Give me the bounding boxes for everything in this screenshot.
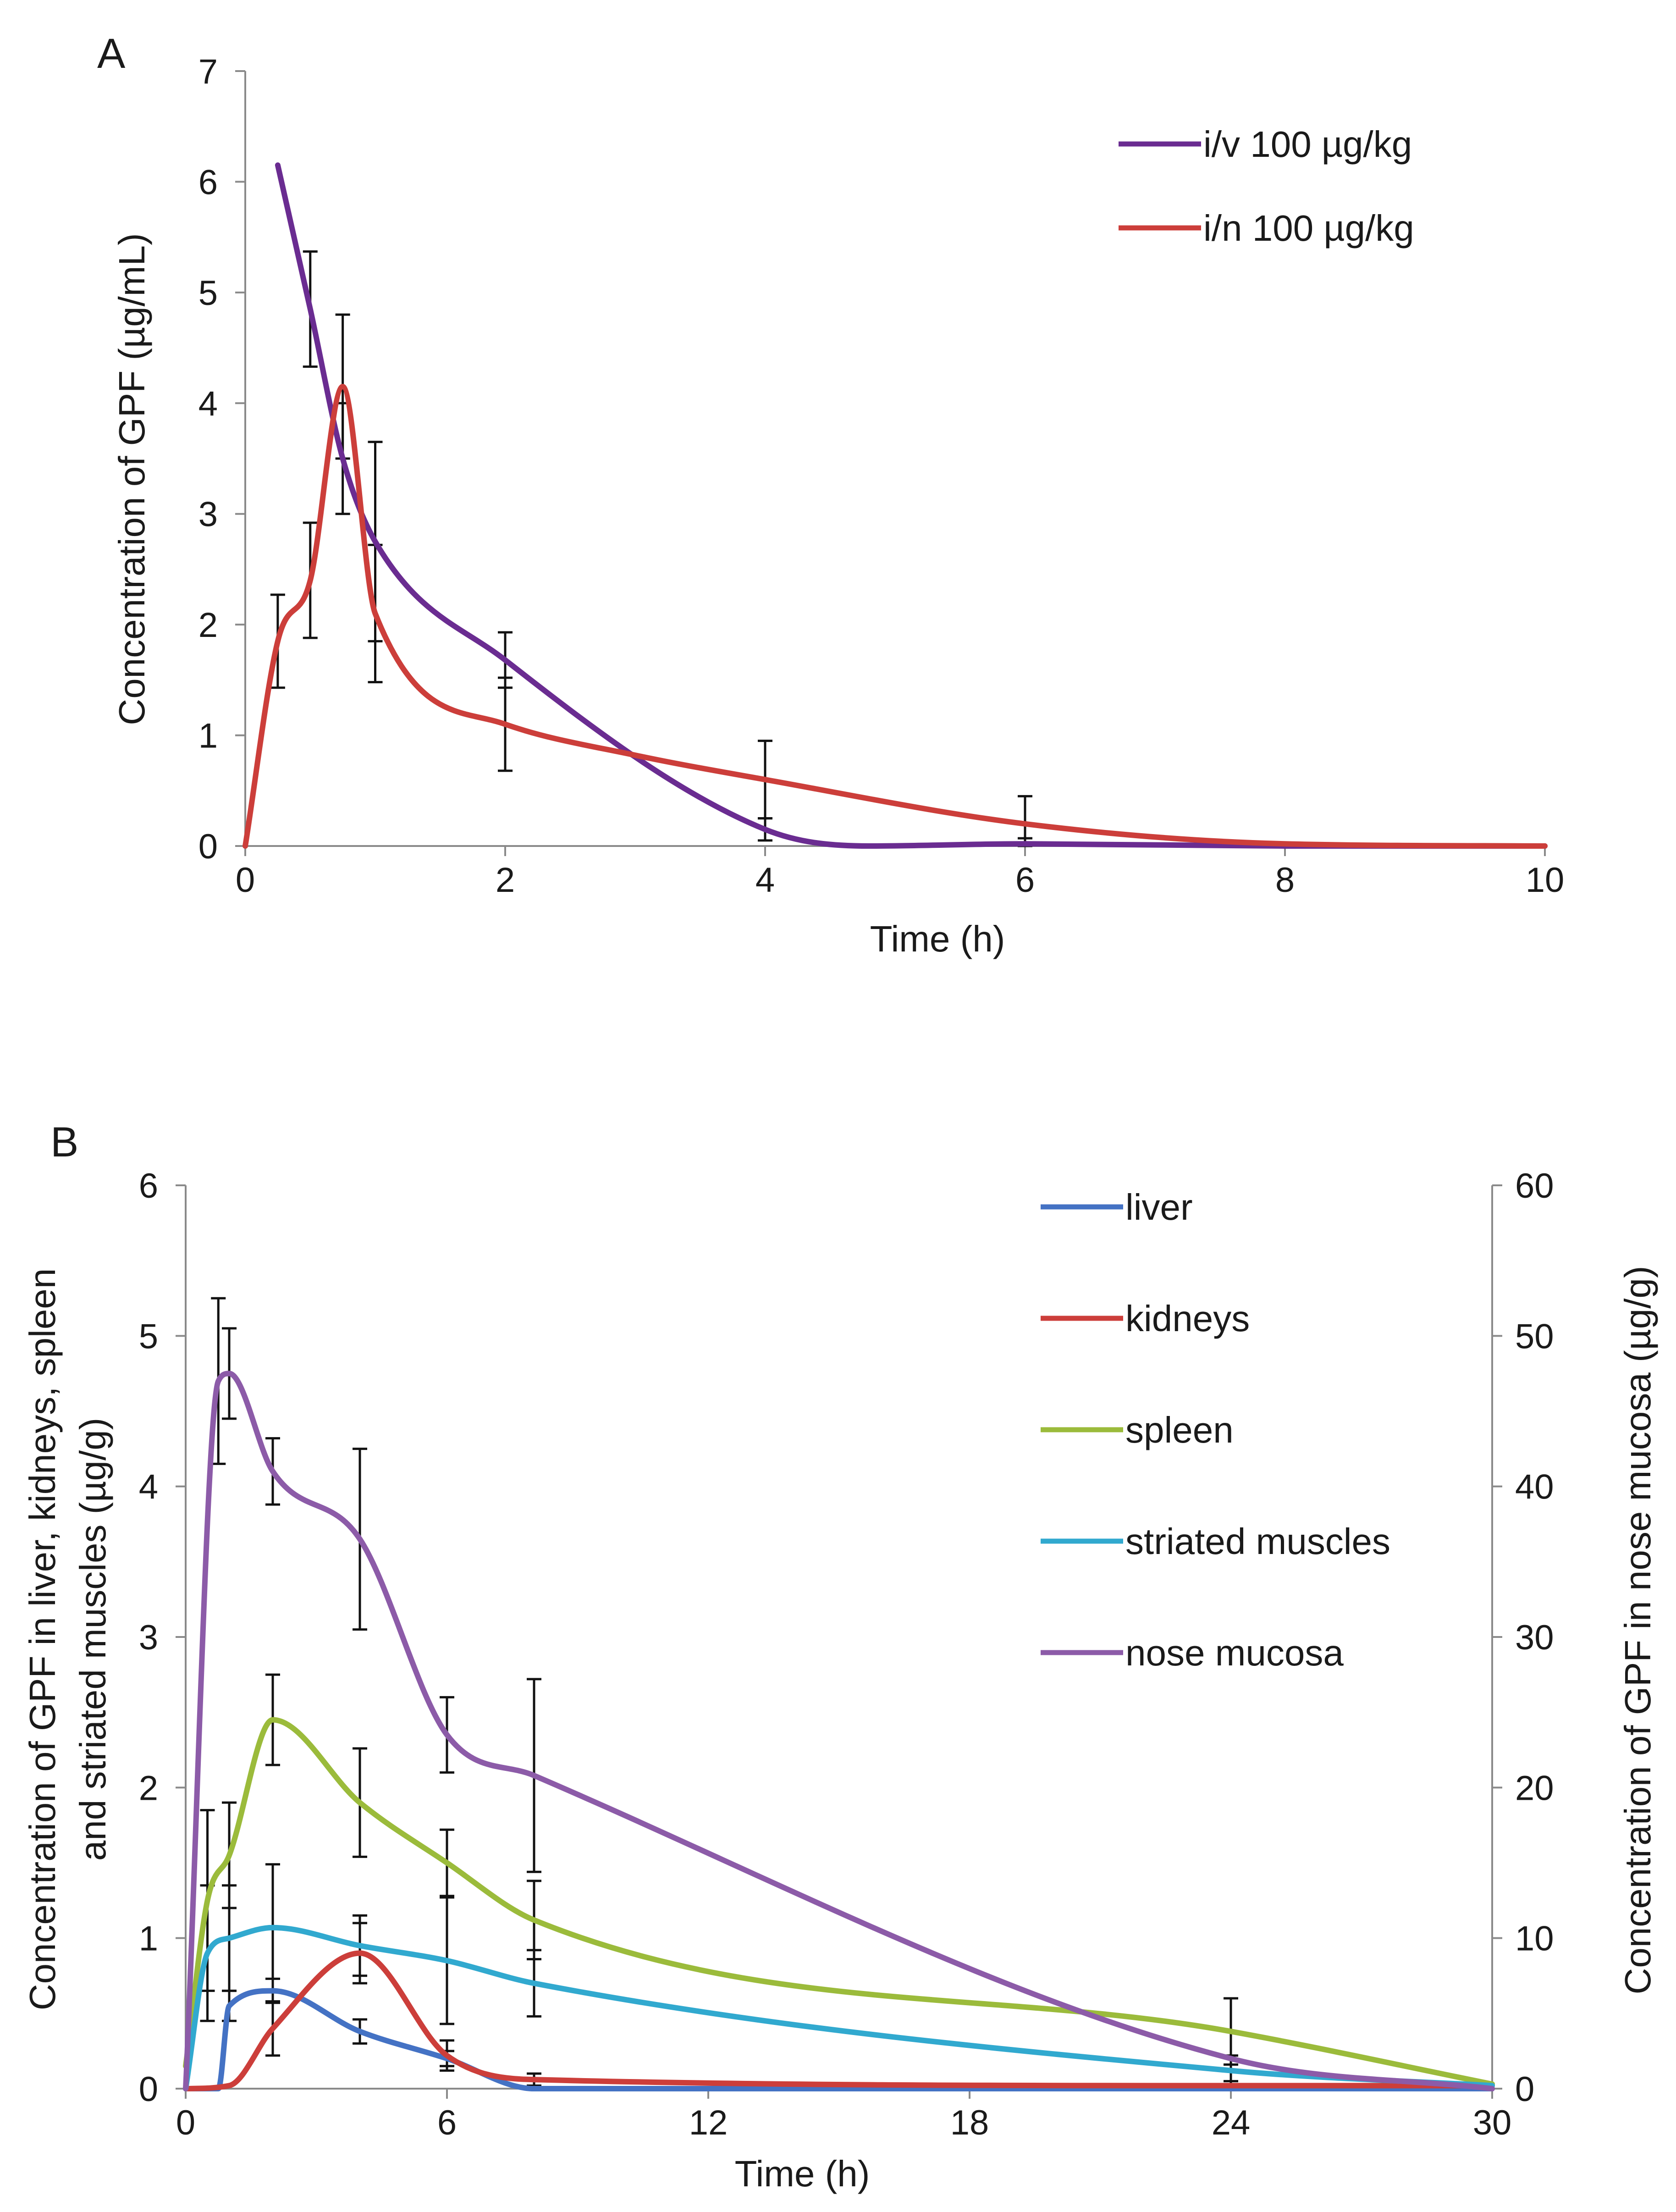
x-tick-label-10: 10	[1526, 861, 1565, 900]
y-tick-label-0: 0	[198, 827, 218, 866]
x-tick-label-24: 24	[1212, 2103, 1251, 2142]
y2-tick-label-40: 40	[1515, 1468, 1554, 1507]
series-line-kidneys	[183, 1950, 1495, 2091]
panel-a-legend: i/v 100 µg/kg i/n 100 µg/kg	[1119, 124, 1414, 249]
y-tick-label-4: 4	[139, 1468, 158, 1507]
legend-label-spleen: spleen	[1125, 1410, 1234, 1450]
panel-b-label: B	[50, 1119, 78, 1166]
legend-label-liver: liver	[1125, 1187, 1193, 1228]
series-line-i-n-100-g-kg	[243, 384, 1548, 849]
panel-a-label: A	[97, 30, 126, 77]
legend-label-in: i/n 100 µg/kg	[1203, 208, 1414, 249]
error-bar-nose-mucosa	[1224, 1997, 1238, 2090]
y2-tick-label-20: 20	[1515, 1769, 1554, 1808]
y2-tick-label-50: 50	[1515, 1317, 1554, 1356]
x-tick-label-0: 0	[236, 861, 255, 900]
panel-b-series-lines	[183, 1371, 1495, 2092]
y2-tick-label-60: 60	[1515, 1167, 1554, 1206]
x-tick-label-12: 12	[689, 2103, 728, 2142]
series-line-nose-mucosa	[183, 1371, 1495, 2091]
panel-b-y2-axis-title: Concentration of GPF in nose mucosa (µg/…	[1617, 1266, 1658, 1994]
x-tick-label-30: 30	[1473, 2103, 1512, 2142]
y-tick-label-1: 1	[198, 717, 218, 756]
y2-tick-label-30: 30	[1515, 1618, 1554, 1657]
legend-label-iv: i/v 100 µg/kg	[1203, 124, 1412, 165]
y-tick-label-3: 3	[139, 1618, 158, 1657]
y-tick-label-6: 6	[198, 163, 218, 202]
panel-b-y-axis-title-line1: Concentration of GPF in liver, kidneys, …	[22, 1268, 63, 2011]
y-tick-label-4: 4	[198, 384, 218, 423]
y-tick-label-7: 7	[198, 52, 218, 91]
y-tick-label-6: 6	[139, 1167, 158, 1206]
panel-a-y-axis-title: Concentration of GPF (µg/mL)	[111, 233, 152, 725]
series-line-striated-muscles	[183, 1924, 1495, 2091]
panel-a-x-axis-title: Time (h)	[870, 918, 1005, 959]
x-tick-label-6: 6	[437, 2103, 457, 2142]
y-tick-label-2: 2	[139, 1769, 158, 1808]
series-line-spleen	[183, 1717, 1495, 2087]
x-tick-label-0: 0	[176, 2103, 195, 2142]
x-tick-label-18: 18	[950, 2103, 989, 2142]
panel-b-x-axis-title: Time (h)	[735, 2153, 870, 2194]
panel-a-axes	[235, 70, 1546, 856]
legend-label-nose-mucosa: nose mucosa	[1125, 1632, 1344, 1673]
x-tick-label-2: 2	[496, 861, 515, 900]
x-tick-label-8: 8	[1275, 861, 1295, 900]
y-tick-label-0: 0	[139, 2070, 158, 2109]
y-tick-label-2: 2	[198, 606, 218, 645]
x-tick-label-4: 4	[755, 861, 775, 900]
panel-a: A 0 2 4 6 8 10 0 1 2 3 4 5 6 7 Time (h) Concentration…	[97, 30, 1564, 959]
y-tick-label-3: 3	[198, 495, 218, 534]
panel-a-tick-labels: 0 2 4 6 8 10 0 1 2 3 4 5 6 7	[198, 52, 1565, 900]
y2-tick-label-10: 10	[1515, 1919, 1554, 1958]
y-tick-label-5: 5	[198, 274, 218, 313]
y-tick-label-1: 1	[139, 1919, 158, 1958]
y2-tick-label-0: 0	[1515, 2070, 1534, 2109]
y-tick-label-5: 5	[139, 1317, 158, 1356]
panel-b-legend: liver kidneys spleen striated muscles no…	[1041, 1187, 1390, 1673]
panel-a-series-lines	[243, 162, 1548, 849]
legend-label-kidneys: kidneys	[1125, 1298, 1250, 1339]
panel-b-error-bars	[200, 1297, 1238, 2090]
legend-label-striated-muscles: striated muscles	[1125, 1521, 1390, 1562]
x-tick-label-6: 6	[1015, 861, 1035, 900]
series-line-i-v-100-g-kg	[275, 162, 1548, 849]
panel-b-y-axis-title-line2: and striated muscles (µg/g)	[72, 1418, 113, 1861]
